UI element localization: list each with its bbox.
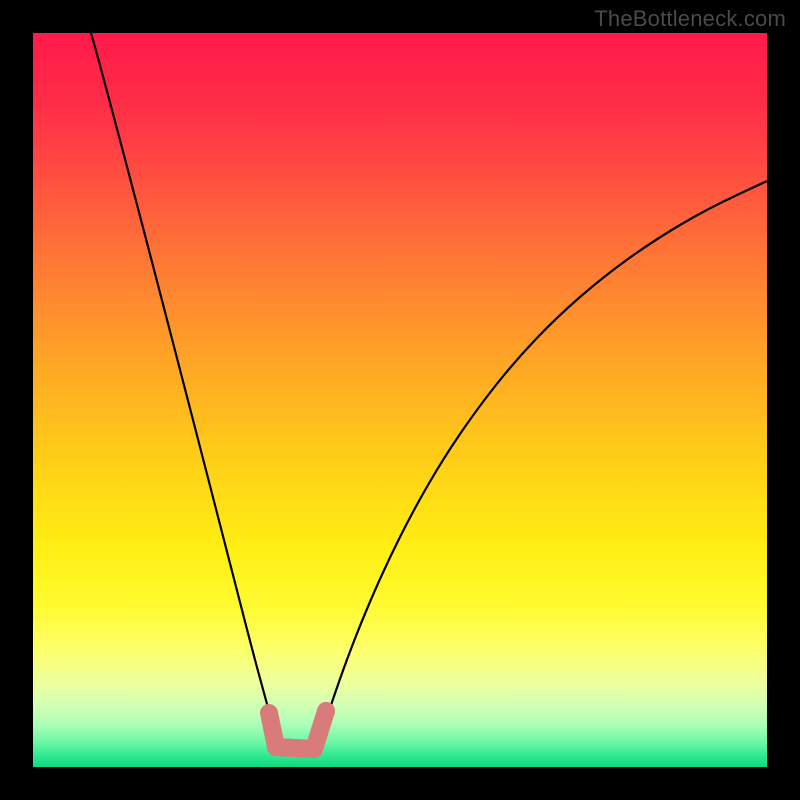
bottleneck-curves	[33, 33, 767, 767]
plot-area	[33, 33, 767, 767]
right-curve	[317, 181, 767, 749]
watermark-text: TheBottleneck.com	[594, 6, 786, 32]
left-curve	[91, 33, 280, 749]
